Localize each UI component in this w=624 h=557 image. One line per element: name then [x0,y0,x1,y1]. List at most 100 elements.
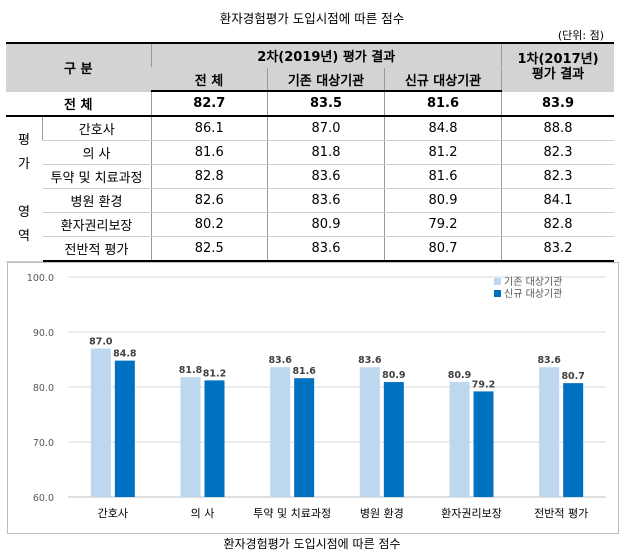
data-label: 83.6 [268,355,292,366]
cell-existing: 80.9 [267,212,385,237]
chart-caption: 환자경험평가 도입시점에 따른 점수 [223,537,401,551]
cell-existing: 87.0 [267,116,385,141]
data-label: 80.9 [448,370,471,381]
cell-first: 84.1 [501,188,614,213]
bar-existing [449,382,470,497]
bar-chart: 60.0 70.0 80.0 90.0 100.0 87.084.8 간호사 81.8 81.2… [27,273,606,520]
cell-first: 82.3 [501,164,614,189]
row-label: 병원 환경 [42,188,151,213]
bar-new [204,380,225,497]
area-label-char: 가 [18,156,30,172]
bar-existing [359,367,380,497]
row-label: 의 사 [42,140,151,165]
unit-label: (단위: 점) [557,29,604,42]
cell-existing: 83.6 [267,188,385,213]
score-table: 구 분 2차(2019년) 평가 결과 1차(2017년) 평가 결과 전 체 … [6,42,614,262]
area-label-char: 평 [18,132,30,148]
table-row: 의 사 81.6 81.8 81.2 82.3 [6,140,614,165]
bar-existing [539,367,560,497]
table-row: 환자권리보장 80.2 80.9 79.2 82.8 [6,212,614,237]
table-row: 투약 및 치료과정 82.8 83.6 81.6 82.3 [6,164,614,189]
cell-new: 80.7 [384,236,502,262]
bar-new [114,360,135,497]
cell-new: 79.2 [384,212,502,237]
data-label: 83.6 [537,355,561,366]
legend-label: 신규 대상기관 [504,288,562,300]
cell-total: 86.1 [150,116,268,141]
x-tick-label: 의 사 [191,507,215,520]
data-label: 80.9 [382,370,405,381]
total-new: 81.6 [384,91,502,117]
area-label-char: 역 [18,228,30,244]
area-label-char: 영 [18,204,30,220]
table-row: 병원 환경 82.6 83.6 80.9 84.1 [6,188,614,213]
data-label: 84.8 [113,349,137,360]
total-existing: 83.5 [267,91,385,117]
header-first-round-line2: 평가 결과 [531,67,585,83]
cell-existing: 83.6 [267,236,385,262]
header-first-round-line1: 1차(2017년) [517,52,599,68]
bar-new [383,382,404,497]
x-tick-label: 병원 환경 [360,507,404,520]
data-label: 81.6 [292,366,316,377]
cell-new: 84.8 [384,116,502,141]
data-label: 81.8 [179,365,203,376]
header-second-round: 2차(2019년) 평가 결과 [150,42,502,68]
bar-existing [90,348,111,497]
bar-new [294,378,315,497]
cell-total: 81.6 [150,140,268,165]
bar-new [473,391,494,497]
data-label: 83.6 [358,355,382,366]
y-tick-label: 100.0 [27,273,54,284]
header-first-round: 1차(2017년) 평가 결과 [501,42,614,92]
x-tick-label: 투약 및 치료과정 [253,506,331,520]
legend-swatch [494,290,501,297]
data-label: 87.0 [89,337,113,348]
cell-total: 82.6 [150,188,268,213]
cell-new: 81.6 [384,164,502,189]
cell-existing: 83.6 [267,164,385,189]
cell-first: 82.8 [501,212,614,237]
y-tick-label: 70.0 [33,438,54,449]
bar-new [563,383,584,497]
cell-new: 80.9 [384,188,502,213]
row-label: 간호사 [42,116,151,141]
x-tick-label: 전반적 평가 [534,507,588,520]
bar-existing [180,377,201,497]
total-label: 전 체 [6,91,151,117]
table-total-row: 전 체 82.7 83.5 81.6 83.9 [6,91,614,117]
table-header-row: 구 분 2차(2019년) 평가 결과 1차(2017년) 평가 결과 [6,42,614,92]
total-total: 82.7 [150,91,268,117]
table-row: 평 가 영 역 간호사 86.1 87.0 84.8 88.8 [6,116,614,262]
total-first: 83.9 [501,91,614,117]
bar-chart-panel: 60.0 70.0 80.0 90.0 100.0 87.0 84.8 간호사 81.8 81.2… [7,262,619,534]
row-label: 환자권리보장 [42,212,151,237]
header-col-new: 신규 대상기관 [384,67,502,92]
cell-existing: 81.8 [267,140,385,165]
y-tick-label: 80.0 [33,383,54,394]
bar-existing [270,367,291,497]
data-label: 80.7 [561,371,584,382]
cell-first: 82.3 [501,140,614,165]
page-title: 환자경험평가 도입시점에 따른 점수 [219,11,405,26]
header-col-total: 전 체 [151,67,268,92]
table-subheader-row: 전 체 기존 대상기관 신규 대상기관 [6,67,614,92]
cell-first: 88.8 [501,116,614,141]
header-group: 구 분 [6,42,151,92]
y-tick-label: 60.0 [33,493,54,504]
cell-new: 81.2 [384,140,502,165]
row-label: 전반적 평가 [42,236,151,262]
area-label: 평 가 영 역 [6,116,43,262]
cell-total: 82.8 [150,164,268,189]
x-tick-label: 환자권리보장 [441,507,502,520]
cell-total: 82.5 [150,236,268,262]
cell-first: 83.2 [501,236,614,262]
table-row: 전반적 평가 82.5 83.6 80.7 83.2 [6,236,614,262]
legend-swatch [494,278,501,285]
legend-label: 기존 대상기관 [504,276,562,288]
cell-total: 80.2 [150,212,268,237]
data-label: 81.2 [203,368,226,379]
data-label: 79.2 [472,379,495,390]
x-tick-label: 간호사 [98,507,128,520]
y-tick-label: 90.0 [33,328,54,339]
